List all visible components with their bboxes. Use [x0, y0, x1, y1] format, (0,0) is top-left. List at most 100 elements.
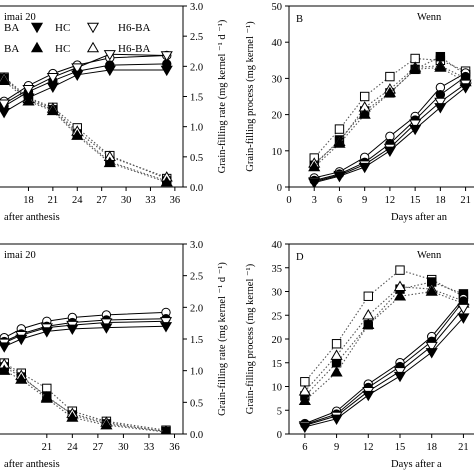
- y-tick-label: 1.0: [190, 367, 203, 378]
- rate-point: [333, 137, 346, 148]
- process-point: [40, 327, 53, 338]
- process-point: [459, 83, 472, 94]
- process-point: [160, 65, 173, 77]
- x-tick-label: 30: [121, 195, 132, 206]
- process-point: [46, 82, 59, 94]
- x-tick-label: 18: [23, 195, 34, 206]
- legend-label: HC: [55, 43, 70, 55]
- process-line-2: [3, 53, 167, 105]
- process-point: [71, 70, 84, 81]
- y2-axis-label: Grain-filling rate (mg kernel ⁻¹ d ⁻¹): [217, 262, 228, 416]
- rate-point: [358, 108, 371, 119]
- x-tick-label: 27: [96, 195, 107, 206]
- process-point: [0, 99, 11, 110]
- y-tick-label: 0: [277, 430, 282, 441]
- x-axis-label: after anthesis: [4, 459, 60, 470]
- legend-label: BA: [4, 22, 19, 34]
- rate-point: [383, 86, 396, 98]
- rate-point: [0, 74, 11, 86]
- y-tick-label: 2.0: [190, 303, 203, 314]
- process-point: [159, 322, 173, 333]
- y-axis-label: Grain-filling process (mg kernel ⁻¹): [245, 21, 256, 172]
- rate-point: [425, 285, 438, 296]
- legend-label: H6-BA: [118, 43, 150, 55]
- y2-axis-label: Grain-filling rate (mg kernel ⁻¹ d ⁻¹): [217, 19, 228, 173]
- y-tick-label: 25: [272, 311, 283, 322]
- x-tick-label: 6: [302, 442, 307, 453]
- rate-line-3: [304, 290, 464, 402]
- rate-line-0: [4, 362, 167, 431]
- x-tick-label: 15: [410, 195, 421, 206]
- process-point: [0, 107, 11, 119]
- rate-point: [160, 175, 173, 187]
- x-tick-label: 33: [145, 195, 156, 206]
- rate-point: [359, 91, 370, 102]
- legend-marker: [30, 22, 44, 34]
- y-tick-label: 1.5: [190, 335, 203, 346]
- y-tick-label: 2.5: [190, 32, 203, 43]
- process-point: [103, 50, 116, 61]
- panel-label: D: [296, 252, 304, 263]
- process-point: [66, 324, 79, 336]
- process-point: [159, 317, 173, 328]
- process-point: [100, 318, 113, 329]
- rate-point: [66, 411, 79, 422]
- process-point: [71, 63, 84, 74]
- panel-C: 21 24 27 30 33 36 0.0 0.5 1.0 1.5 2.0 2.5 3.0 after a…: [0, 240, 228, 470]
- y-tick-label: 15: [272, 359, 283, 370]
- x-tick-label: 36: [170, 195, 181, 206]
- rate-point: [103, 156, 116, 168]
- legend-marker: [86, 41, 100, 53]
- series-group: [0, 50, 173, 187]
- series-group: [0, 307, 173, 434]
- x-tick-label: 24: [72, 195, 83, 206]
- process-point: [409, 119, 422, 130]
- rate-point: [0, 364, 11, 375]
- y-tick-label: 0.5: [190, 153, 203, 164]
- y-tick-label: 0.0: [190, 183, 203, 194]
- rate-line-0: [3, 76, 167, 180]
- legend: BA HC H6-BA BA HC H6-BA: [4, 22, 150, 55]
- y-tick-label: 0: [277, 183, 282, 194]
- rate-line-2: [3, 77, 167, 178]
- x-tick-label: 12: [363, 442, 374, 453]
- process-point: [100, 323, 113, 334]
- y-axis-label: Grain-filling process (mg kernel ⁻¹): [245, 263, 256, 414]
- panel-D: 6 9 12 15 18 21 0 5 10 15 20 25 30 35 40 Days after a Gr…: [245, 240, 474, 470]
- panel-B: 0 3 6 9 12 15 18 21 0 10 20 30 40 50 Days after an Grai…: [245, 2, 474, 223]
- process-point: [434, 97, 447, 109]
- x-tick-label: 21: [42, 442, 53, 453]
- rate-point: [385, 71, 395, 82]
- process-point: [383, 146, 396, 157]
- process-point: [298, 422, 311, 434]
- process-point: [160, 51, 173, 62]
- process-line-2: [304, 307, 464, 426]
- x-tick-label: 27: [93, 442, 104, 453]
- x-tick-label: 6: [337, 195, 342, 206]
- y-tick-label: 10: [272, 383, 283, 394]
- rate-point: [330, 366, 343, 377]
- legend-label: HC: [55, 22, 70, 34]
- rate-point: [298, 394, 311, 405]
- process-point: [434, 103, 447, 114]
- y-tick-label: 40: [272, 240, 283, 251]
- x-tick-label: 15: [395, 442, 406, 453]
- rate-line-2: [3, 363, 167, 433]
- x-tick-label: 0: [286, 195, 291, 206]
- rate-line-1: [4, 366, 167, 433]
- process-point: [0, 342, 11, 353]
- y-tick-label: 3.0: [190, 240, 203, 251]
- rate-point: [409, 63, 422, 74]
- x-tick-label: 3: [312, 195, 317, 206]
- x-tick-label: 9: [362, 195, 367, 206]
- y-tick-label: 1.5: [190, 93, 203, 104]
- x-axis-label: after anthesis: [4, 212, 60, 223]
- rate-point: [363, 291, 373, 301]
- y-tick-label: 40: [272, 38, 283, 49]
- process-point: [22, 93, 35, 104]
- rate-point: [100, 418, 113, 430]
- x-tick-label: 36: [169, 442, 180, 453]
- process-line-1: [304, 300, 464, 425]
- process-point: [308, 178, 321, 187]
- rate-point: [395, 265, 405, 275]
